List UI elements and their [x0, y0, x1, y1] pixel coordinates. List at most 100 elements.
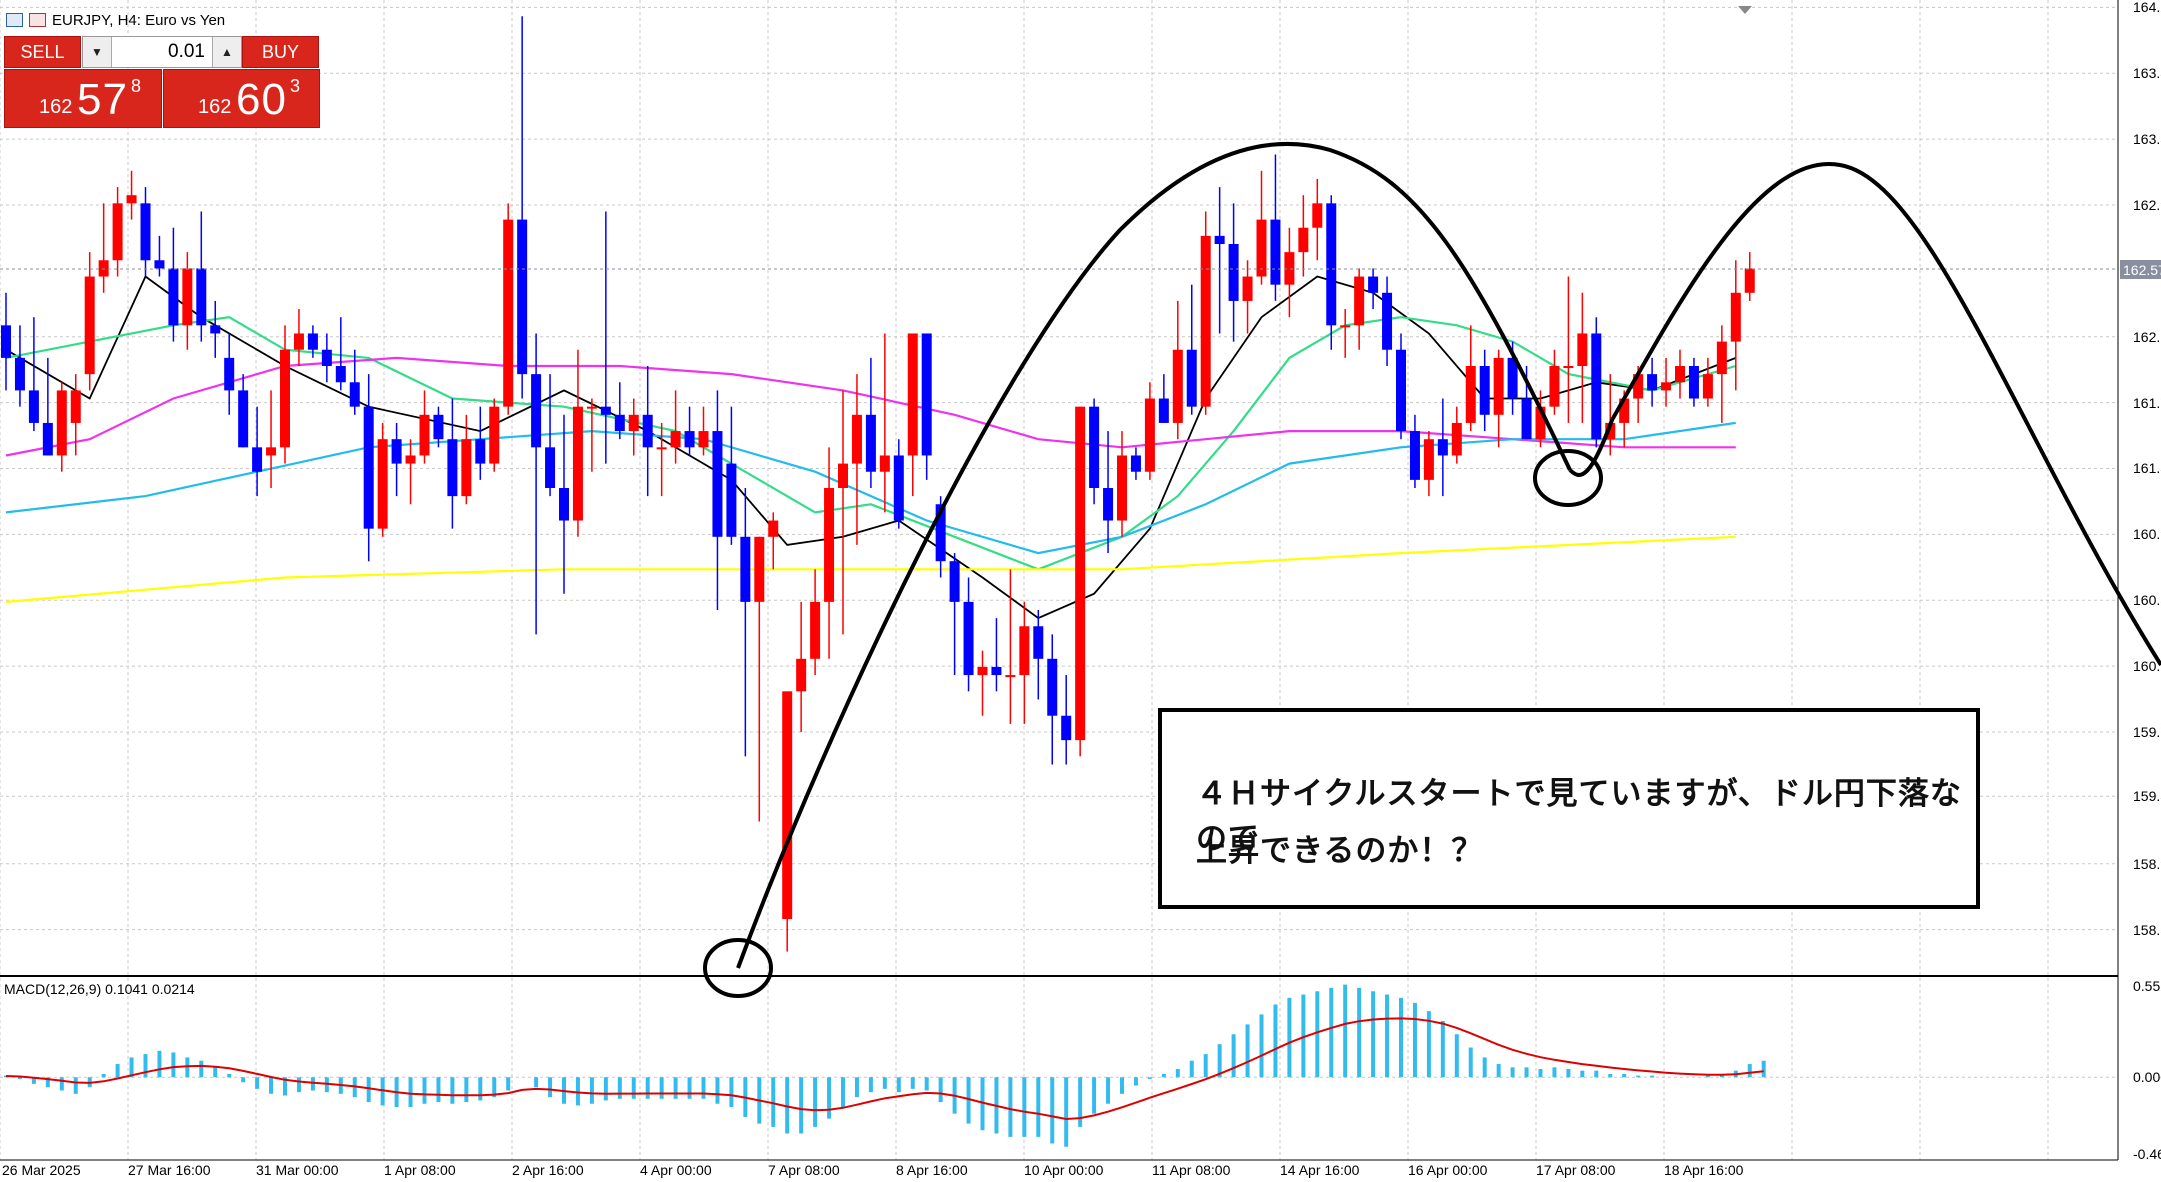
time-tick-label: 10 Apr 00:00	[1024, 1162, 1104, 1178]
time-tick-label: 8 Apr 16:00	[896, 1162, 968, 1178]
candle	[1730, 260, 1741, 391]
price-tick-label: 163.395	[2133, 131, 2161, 148]
time-tick-label: 7 Apr 08:00	[768, 1162, 840, 1178]
price-tick-label: 158.940	[2133, 855, 2161, 872]
candle	[140, 187, 151, 277]
candle	[1661, 357, 1672, 407]
candle	[321, 333, 332, 383]
candle	[879, 333, 890, 513]
candle	[1061, 675, 1072, 765]
time-tick-label: 2 Apr 16:00	[512, 1162, 584, 1178]
macd-tick-label: 0.5527	[2133, 977, 2161, 994]
current-price-label: 162.578	[2120, 260, 2161, 279]
price-tick-label: 163.800	[2133, 65, 2161, 82]
annotation-textbox[interactable]: ４Ｈサイクルスタートで見ていますが、ドル円下落なので 上昇できるのか！？	[1158, 708, 1980, 909]
candle	[517, 16, 528, 399]
candle	[461, 414, 472, 505]
candle	[1256, 170, 1267, 285]
buy-price-button[interactable]: 162 60 3	[163, 69, 320, 128]
candle	[1270, 154, 1281, 301]
buy-button[interactable]: BUY	[242, 36, 319, 68]
candle	[1340, 309, 1351, 358]
time-tick-label: 26 Mar 2025	[2, 1162, 81, 1178]
candle	[503, 203, 514, 415]
time-tick-label: 18 Apr 16:00	[1664, 1162, 1744, 1178]
candle	[768, 512, 779, 570]
price-tick-label: 161.370	[2133, 460, 2161, 477]
candle	[642, 366, 653, 497]
candle	[1451, 406, 1462, 464]
macd-tick-label: 0.0000	[2133, 1069, 2161, 1086]
sell-price-button[interactable]: 162 57 8	[4, 69, 162, 128]
candle	[391, 422, 402, 497]
candle	[782, 691, 793, 952]
candle	[1117, 431, 1127, 537]
candle	[1409, 414, 1420, 488]
candle	[1396, 333, 1406, 440]
lot-up-icon[interactable]: ▲	[212, 37, 241, 67]
candle	[14, 325, 25, 407]
time-tick-label: 16 Apr 00:00	[1408, 1162, 1488, 1178]
candle	[307, 325, 318, 358]
candle	[126, 170, 137, 220]
candle	[949, 553, 960, 676]
candle	[1605, 374, 1616, 456]
candle	[1465, 325, 1476, 432]
candle	[335, 317, 346, 391]
candle	[698, 406, 709, 456]
candle	[1144, 382, 1155, 480]
price-tick-label: 162.180	[2133, 328, 2161, 345]
candle	[572, 349, 583, 537]
candle	[824, 447, 835, 659]
macd-indicator-label: MACD(12,26,9) 0.1041 0.0214	[4, 981, 195, 997]
candle	[1675, 349, 1685, 399]
shift-marker	[1738, 6, 1752, 14]
candle	[600, 211, 611, 464]
price-tick-label: 161.775	[2133, 394, 2161, 411]
candle	[405, 439, 416, 505]
price-tick-label: 162.990	[2133, 196, 2161, 213]
candle	[670, 390, 681, 464]
candle	[1200, 211, 1211, 415]
candle	[1479, 349, 1490, 432]
lot-dropdown-icon[interactable]: ▼	[83, 37, 112, 67]
candle	[1382, 276, 1393, 366]
candle	[1354, 268, 1365, 350]
candle	[656, 422, 667, 497]
candle	[1005, 569, 1016, 724]
candle	[419, 390, 430, 464]
cycle-curve-2	[1568, 161, 2161, 667]
candle	[1535, 390, 1546, 448]
candle	[1158, 374, 1169, 423]
candle	[1591, 317, 1602, 448]
candle	[712, 390, 723, 610]
candle	[1242, 260, 1253, 334]
candle	[1033, 610, 1044, 700]
chart-title-bar: EURJPY, H4: Euro vs Yen	[6, 9, 225, 31]
cycle-low-circle-1	[703, 938, 773, 998]
time-tick-label: 14 Apr 16:00	[1280, 1162, 1360, 1178]
annotation-line-1: ４Ｈサイクルスタートで見ていますが、ドル円下落なので	[1196, 776, 1962, 856]
lot-size-value[interactable]: 0.01	[168, 41, 205, 62]
candle	[1423, 431, 1434, 497]
lot-size-field[interactable]: ▼ 0.01 ▲	[82, 36, 242, 68]
candle	[559, 414, 569, 594]
candle	[963, 577, 974, 692]
candle	[1047, 634, 1058, 765]
candle	[363, 374, 374, 562]
chart-title: EURJPY, H4: Euro vs Yen	[52, 11, 226, 29]
candle	[754, 536, 765, 822]
price-tick-label: 160.560	[2133, 592, 2161, 609]
candle	[182, 252, 193, 350]
candle	[740, 488, 751, 757]
candle	[84, 252, 95, 391]
time-tick-label: 17 Apr 08:00	[1536, 1162, 1616, 1178]
candle	[1493, 349, 1504, 448]
sell-button[interactable]: SELL	[4, 36, 81, 68]
chart-window-icon	[6, 13, 23, 27]
cycle-drawing	[703, 141, 2161, 998]
one-click-trading-panel: SELL ▼ 0.01 ▲ BUY 162 57 8 162 60 3	[4, 36, 320, 128]
price-tick-label: 160.155	[2133, 658, 2161, 675]
candle	[280, 325, 290, 464]
